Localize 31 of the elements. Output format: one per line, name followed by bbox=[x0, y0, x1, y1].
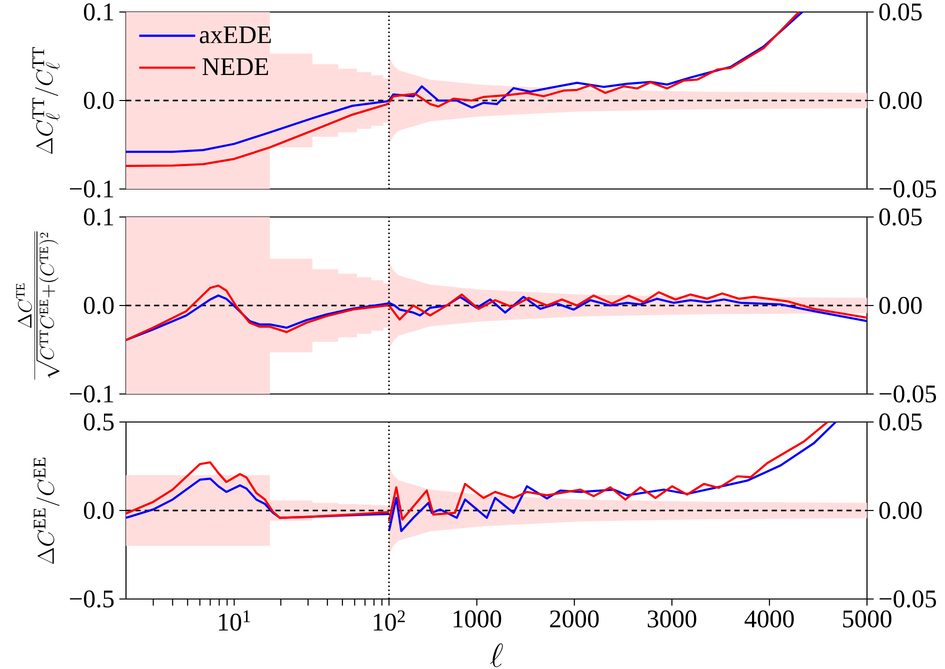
x-tick-label: 5000 bbox=[843, 610, 892, 628]
y-tick-label: 0.1 bbox=[84, 3, 114, 21]
y-tick-label: 0.5 bbox=[84, 413, 114, 431]
x-tick-label: 2000 bbox=[550, 610, 599, 628]
y2-tick-label: 0.05 bbox=[879, 208, 922, 226]
x-tick-label: 1000 bbox=[454, 610, 502, 628]
x-tick-label: 10$^{1}$ bbox=[218, 610, 250, 631]
y-tick-label: −0.1 bbox=[70, 180, 114, 198]
x-tick-label: 4000 bbox=[744, 610, 794, 628]
y-tick-label: 0.0 bbox=[84, 92, 114, 110]
y-tick-label: −0.1 bbox=[70, 385, 114, 403]
y2-tick-label: −0.05 bbox=[880, 385, 936, 403]
y2-tick-label: 0.00 bbox=[879, 92, 922, 110]
y2-tick-label: 0.00 bbox=[879, 502, 922, 520]
y-axis-title: $\Delta C_\ell^{\mathrm{TT}}/C_\ell^{\mathrm{TT}}$ bbox=[32, 47, 60, 154]
legend-label: NEDE bbox=[202, 58, 268, 76]
y2-tick-label: −0.05 bbox=[880, 180, 936, 198]
y2-tick-label: 0.00 bbox=[879, 296, 922, 314]
x-tick-label: 10$^{2}$ bbox=[374, 610, 405, 631]
y-tick-label: −0.5 bbox=[70, 590, 114, 608]
x-axis-title: $\ell$ bbox=[490, 643, 503, 668]
legend-label: axEDE bbox=[200, 26, 271, 44]
y-axis-title: $\Delta C^{\mathrm{EE}}/C^{\mathrm{EE}}$ bbox=[34, 458, 60, 564]
x-tick-label: 3000 bbox=[648, 610, 696, 628]
y-tick-label: 0.0 bbox=[84, 296, 114, 314]
y2-tick-label: 0.05 bbox=[879, 3, 922, 21]
y2-tick-label: 0.05 bbox=[879, 413, 922, 431]
y-tick-label: 0.0 bbox=[84, 502, 114, 520]
y-tick-label: 0.1 bbox=[84, 208, 114, 226]
y2-tick-label: −0.05 bbox=[880, 590, 936, 608]
y-axis-title: $\frac{\Delta C^{\mathrm{TE}}}{\sqrt{C^{\mathrm{TT}}C^{\mathrm{EE}}+(C^{\mathrm{TE}})^2}}$ bbox=[16, 231, 60, 380]
